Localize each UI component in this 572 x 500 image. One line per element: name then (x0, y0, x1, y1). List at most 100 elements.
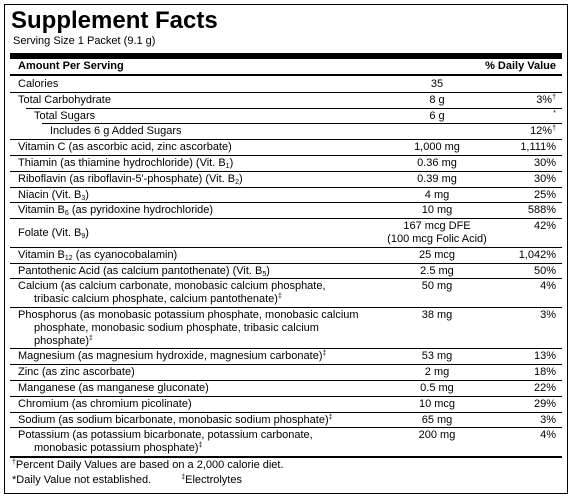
name-line: phosphate)‡ (18, 335, 372, 348)
daily-value: 29% (502, 398, 556, 411)
daily-value: 588% (502, 204, 556, 217)
name-line: Calcium (as calcium carbonate, monobasic… (18, 280, 372, 293)
daily-value: 13% (502, 350, 556, 363)
name-line: monobasic potassium phosphate)‡ (18, 442, 372, 455)
row-rule (10, 348, 562, 350)
superscript: * (553, 109, 556, 117)
amount-line: 10 mcg (418, 397, 456, 410)
nutrient-row: Magnesium (as magnesium hydroxide, magne… (10, 348, 562, 364)
text: ) (229, 156, 234, 169)
nutrient-name: Niacin (Vit. B3) (10, 189, 372, 202)
nutrient-name: Sodium (as sodium bicarbonate, monobasic… (10, 414, 372, 427)
amount-line: 6 g (429, 109, 445, 122)
subscript: 1 (225, 162, 230, 170)
row-rule (10, 202, 562, 204)
row-rule (10, 262, 562, 264)
text: ) (85, 226, 89, 239)
text: Vitamin C (as ascorbic acid, zinc ascorb… (18, 141, 232, 154)
text: 1,111% (520, 141, 556, 154)
daily-value: 30% (502, 173, 556, 186)
text: Sodium (as sodium bicarbonate, monobasic… (18, 413, 329, 426)
amount: 65 mg (372, 414, 502, 427)
amount: 6 g (372, 110, 502, 123)
daily-value: 30% (502, 157, 556, 170)
text: Total Sugars (34, 109, 96, 122)
amount: 8 g (372, 94, 502, 107)
row-rule (10, 170, 562, 172)
text: Calories (18, 78, 59, 90)
superscript: ‡ (181, 473, 186, 481)
amount-line: 8 g (429, 93, 445, 106)
daily-value: 1,111% (502, 141, 556, 154)
nutrient-row: Folate (Vit. B9) 167 mcg DFE (100 mcg Foli… (10, 218, 562, 247)
name-line: Manganese (as manganese gluconate) (18, 382, 372, 395)
superscript: ‡ (277, 293, 282, 301)
text: 588% (527, 204, 556, 217)
amount-line: 0.36 mg (417, 156, 457, 169)
text: 50% (533, 264, 556, 277)
nutrient-row: Niacin (Vit. B3) 4 mg 25% (10, 186, 562, 203)
amount: 53 mg (372, 350, 502, 363)
amount-line: 35 (430, 78, 444, 90)
amount: 0.39 mg (372, 173, 502, 186)
text: 12% (530, 125, 553, 138)
text: phosphate) (34, 334, 90, 347)
name-line: Vitamin C (as ascorbic acid, zinc ascorb… (18, 141, 372, 154)
nutrient-name: Folate (Vit. B9) (10, 227, 372, 240)
text: Calcium (as calcium carbonate, monobasic… (18, 280, 326, 293)
nutrient-name: Potassium (as potassium bicarbonate, pot… (10, 429, 372, 455)
nutrient-row: Pantothenic Acid (as calcium pantothenat… (10, 262, 562, 279)
row-rule (10, 154, 562, 156)
amount-line: 0.5 mg (420, 381, 454, 394)
text: Total Carbohydrate (18, 93, 111, 106)
nutrient-row: Includes 6 g Added Sugars 12%† (10, 123, 562, 139)
text: monobasic potassium phosphate) (34, 442, 199, 455)
footnotes: †Percent Daily Values are based on a 2,0… (10, 455, 562, 488)
name-line: phosphate, monobasic sodium phosphate, t… (18, 322, 372, 335)
row-rule (10, 139, 562, 141)
amount: 25 mcg (372, 249, 502, 262)
text: *Daily Value not established. (12, 473, 152, 486)
serving-size: Serving Size 1 Packet (9.1 g) (13, 35, 156, 47)
amount: 10 mcg (372, 398, 502, 411)
subscript: 3 (81, 194, 86, 202)
nutrient-row: Thiamin (as thiamine hydrochloride) (Vit… (10, 154, 562, 171)
amount-line: 0.39 mg (417, 172, 457, 185)
amount-line: 38 mg (421, 308, 453, 321)
text: Percent Daily Values are based on a 2,00… (15, 458, 284, 471)
row-rule (10, 395, 562, 397)
text: (as pyridoxine hydrochloride) (68, 204, 214, 217)
nutrient-row: Chromium (as chromium picolinate) 10 mcg 2… (10, 395, 562, 412)
amount: 38 mg (372, 309, 502, 322)
amount-line: 2 mg (424, 366, 450, 379)
text: 29% (533, 397, 556, 410)
nutrient-name: Zinc (as zinc ascorbate) (10, 366, 372, 379)
name-line: Potassium (as potassium bicarbonate, pot… (18, 429, 372, 442)
row-rule (10, 427, 562, 429)
text: 3% (536, 93, 553, 106)
text: 30% (533, 156, 556, 169)
label-content: Supplement Facts Serving Size 1 Packet (… (10, 7, 562, 488)
superscript: † (12, 458, 16, 466)
nutrient-row: Potassium (as potassium bicarbonate, pot… (10, 427, 562, 456)
nutrient-row: Zinc (as zinc ascorbate) 2 mg 18% (10, 364, 562, 380)
daily-value: 50% (502, 265, 556, 278)
nutrient-name: Vitamin B6 (as pyridoxine hydrochloride) (10, 204, 372, 217)
name-line: Chromium (as chromium picolinate) (18, 398, 372, 411)
nutrient-row: Manganese (as manganese gluconate) 0.5 mg… (10, 379, 562, 396)
nutrient-row: Vitamin B6 (as pyridoxine hydrochloride)… (10, 202, 562, 218)
amount: 50 mg (372, 280, 502, 293)
nutrient-row: Sodium (as sodium bicarbonate, monobasic… (10, 411, 562, 428)
nutrient-name: Vitamin B12 (as cyanocobalamin) (10, 249, 372, 262)
nutrient-name: Total Carbohydrate (10, 94, 372, 107)
name-line: Thiamin (as thiamine hydrochloride) (Vit… (18, 157, 372, 170)
row-rule (10, 411, 562, 413)
daily-value: * (502, 110, 556, 123)
row-rule (10, 186, 562, 188)
daily-value: 12%† (502, 125, 556, 138)
subscript: 9 (81, 232, 86, 240)
text: 3% (540, 413, 556, 426)
amount: 200 mg (372, 429, 502, 442)
row-rule (10, 218, 562, 220)
name-line: Niacin (Vit. B3) (18, 189, 372, 202)
